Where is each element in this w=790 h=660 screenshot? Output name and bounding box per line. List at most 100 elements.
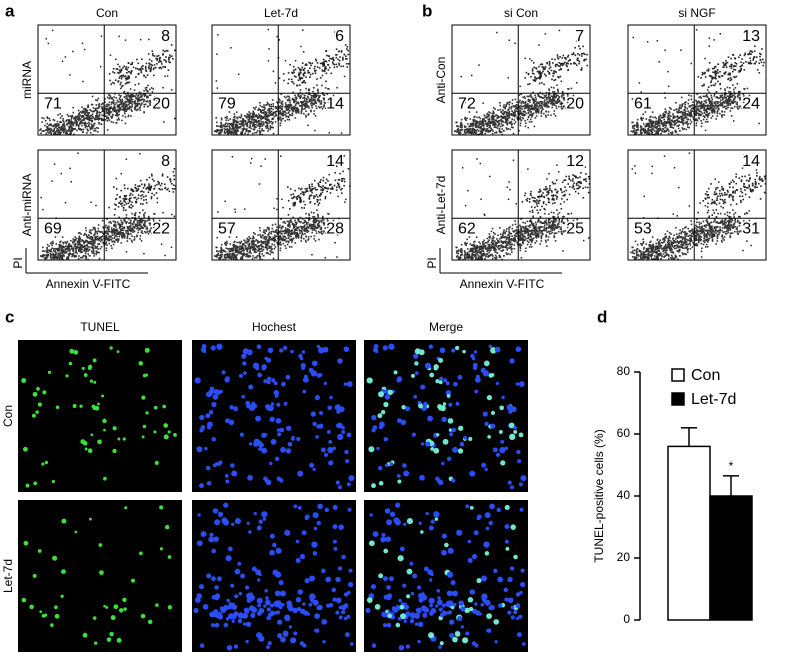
cell-dot [308,99,311,102]
cell-dot [50,258,53,261]
cell-dot [126,94,128,97]
cell-dot [509,121,511,123]
cell-dot [126,105,128,108]
cell-dot [64,128,67,131]
cell-dot [242,248,245,251]
cell-dot [489,124,492,127]
cell-dot [110,111,113,113]
cell-dot [149,189,152,191]
column-header: si Con [504,6,538,20]
cell-dot [73,256,76,258]
cell-dot [48,132,50,134]
cell-dot [77,109,80,112]
cell-dot [509,128,512,131]
cell-dot [42,246,44,249]
cell-dot [161,174,164,177]
cell-dot [215,131,218,133]
cell-dot [313,102,316,105]
cell-dot [108,111,110,113]
cell-dot [126,78,129,80]
cell-dot [474,132,477,135]
cell-dot [480,122,483,124]
cell-dot [94,236,96,239]
cell-dot [135,97,137,100]
cell-dot [264,236,266,238]
cell-dot [459,132,462,134]
cell-dot [274,235,277,238]
cell-dot [288,222,290,225]
cell-dot [266,104,268,106]
cell-dot [142,64,144,67]
cell-dot [110,83,113,86]
cell-dot [131,227,134,230]
cell-dot [110,121,113,123]
cell-dot [554,96,557,99]
cell-dot [68,255,70,257]
cell-dot [69,252,71,254]
cell-dot [236,249,238,252]
cell-dot [164,50,166,53]
cell-dot [134,186,136,189]
cell-dot [280,107,283,110]
cell-dot [79,123,81,125]
cell-dot [159,188,162,191]
cell-dot [148,65,150,67]
quadrant-value: 6 [335,28,344,45]
cell-dot [74,251,76,254]
cell-dot [279,236,282,239]
cell-dot [63,246,65,249]
cell-dot [289,224,291,227]
cell-dot [312,215,314,218]
cell-dot [233,131,235,133]
cell-dot [126,71,128,74]
cell-dot [95,253,98,256]
cell-dot [535,102,537,105]
cell-dot [60,172,63,175]
cell-dot [139,68,142,70]
cell-dot [456,128,459,131]
cell-dot [314,99,316,101]
cell-dot [319,62,322,65]
cell-dot [108,242,111,245]
cell-dot [141,227,144,229]
cell-dot [274,82,277,84]
cell-dot [249,251,251,253]
cell-dot [480,120,483,123]
cell-dot [78,118,81,121]
cell-dot [70,132,72,135]
cell-dot [543,101,545,103]
cell-dot [127,187,129,190]
cell-dot [92,251,95,254]
cell-dot [312,187,315,190]
cell-dot [94,247,96,249]
cell-dot [86,128,89,130]
cell-dot [272,108,274,111]
cell-dot [258,127,261,130]
cell-dot [233,129,235,131]
cell-dot [50,127,52,130]
cell-dot [71,254,74,257]
cell-dot [274,237,276,239]
cell-dot [224,128,227,131]
cell-dot [288,230,291,232]
cell-dot [316,99,319,101]
cell-dot [327,55,330,57]
cell-dot [83,48,86,51]
cell-dot [274,238,277,241]
cell-dot [98,105,101,107]
cell-dot [530,96,533,98]
cell-dot [318,238,320,241]
cell-dot [116,115,119,117]
cell-dot [304,220,307,223]
flow-plot [454,29,589,136]
cell-dot [282,117,285,120]
cell-dot [100,239,103,242]
cell-dot [270,238,273,240]
cell-dot [52,118,55,121]
cell-dot [220,253,223,256]
cell-dot [242,128,245,130]
cell-dot [106,238,109,241]
cell-dot [92,239,95,241]
cell-dot [290,231,293,234]
cell-dot [219,257,222,259]
